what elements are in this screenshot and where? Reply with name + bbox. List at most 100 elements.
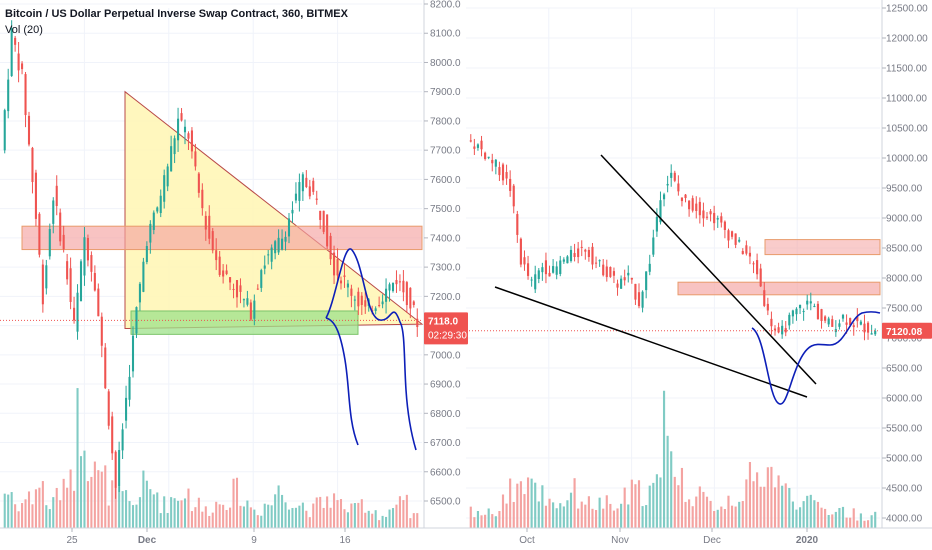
volume-bar xyxy=(326,496,329,528)
candle-body xyxy=(777,327,780,333)
candle-body xyxy=(673,172,676,181)
candle-body xyxy=(166,166,169,187)
candle-body xyxy=(183,126,187,133)
candle-body xyxy=(641,291,644,308)
candle-body xyxy=(484,152,487,159)
right-volume-bars xyxy=(469,390,877,528)
candle-body xyxy=(827,318,830,325)
candle-body xyxy=(666,183,669,186)
left-zones[interactable] xyxy=(21,90,424,335)
volume-bar xyxy=(806,495,809,528)
candle-body xyxy=(52,200,55,224)
volume-bar xyxy=(208,515,211,528)
volume-bar xyxy=(498,511,501,528)
volume-bar xyxy=(281,494,284,528)
candle-body xyxy=(856,316,859,322)
candle-body xyxy=(107,391,110,426)
candle-body xyxy=(756,260,759,275)
volume-bar xyxy=(159,513,162,528)
volume-bar xyxy=(594,510,598,528)
candle-body xyxy=(90,255,93,272)
volume-bar xyxy=(388,509,391,528)
volume-bar xyxy=(648,485,651,528)
right-candles xyxy=(469,134,877,341)
candle-body xyxy=(287,218,291,237)
resistance-zone[interactable] xyxy=(677,281,881,296)
candle-body xyxy=(114,451,117,488)
volume-bar xyxy=(305,510,308,528)
volume-bar xyxy=(197,497,200,528)
candle-body xyxy=(159,195,162,214)
candle-body xyxy=(86,237,89,261)
price-tick-label: 4000.00 xyxy=(886,514,923,525)
time-tick-label: Dec xyxy=(703,535,721,546)
volume-bar xyxy=(752,481,755,528)
candle-body xyxy=(512,185,515,207)
candle-body xyxy=(730,231,734,237)
volume-bar xyxy=(655,474,658,528)
candle-body xyxy=(69,268,72,302)
volume-bar xyxy=(232,478,235,528)
volume-bar xyxy=(544,505,548,528)
candle-body xyxy=(870,333,873,335)
volume-bar xyxy=(759,486,762,528)
volume-bar xyxy=(623,487,626,528)
volume-bar xyxy=(849,517,852,528)
volume-bar xyxy=(827,514,830,528)
projection-path-main[interactable] xyxy=(325,248,417,451)
volume-bar xyxy=(788,487,791,528)
volume-bar xyxy=(580,501,583,528)
volume-bar xyxy=(677,485,680,528)
candle-body xyxy=(662,194,666,200)
volume-bar xyxy=(555,508,558,528)
candle-body xyxy=(530,279,533,281)
candle-body xyxy=(315,198,318,200)
candle-body xyxy=(215,250,218,261)
volume-bar xyxy=(62,478,65,528)
volume-bar xyxy=(666,435,669,528)
volume-bar xyxy=(412,513,415,528)
volume-bar xyxy=(584,504,587,528)
candle-body xyxy=(305,177,308,188)
volume-bar xyxy=(566,500,569,528)
volume-bar xyxy=(114,487,117,528)
volume-bar xyxy=(21,503,24,528)
candle-body xyxy=(630,277,633,280)
price-badges: 7118.0 02:29:30 7120.08 xyxy=(424,312,932,345)
candle-body xyxy=(634,283,637,300)
volume-bar xyxy=(587,496,590,528)
volume-bar xyxy=(748,462,752,528)
time-axes[interactable]: 25 Dec 9 16 Oct Nov Dec 2020 xyxy=(66,528,819,546)
candle-body xyxy=(562,259,565,262)
projection-path-alt[interactable] xyxy=(325,317,359,446)
candle-body xyxy=(859,321,862,325)
upper-resistance-zone[interactable] xyxy=(764,239,881,256)
wedge-lower-line[interactable] xyxy=(494,286,808,398)
left-drawings[interactable] xyxy=(0,248,422,451)
resistance-zone[interactable] xyxy=(21,225,423,251)
price-axes[interactable]: 6500.06600.06700.06800.06900.07000.07100… xyxy=(0,0,932,529)
candle-body xyxy=(343,275,346,277)
volume-bar xyxy=(118,486,121,528)
candle-body xyxy=(763,290,766,306)
candle-body xyxy=(329,235,332,260)
projection-path[interactable] xyxy=(751,311,881,405)
volume-bar xyxy=(627,504,630,528)
price-tick-label: 6900.0 xyxy=(430,380,461,391)
volume-bar xyxy=(727,495,730,528)
volume-bar xyxy=(83,450,86,528)
volume-bar xyxy=(135,504,138,528)
support-zone[interactable] xyxy=(130,310,359,335)
candle-body xyxy=(616,283,619,288)
candle-body xyxy=(333,252,336,276)
candle-body xyxy=(569,249,573,262)
candle-body xyxy=(24,74,27,116)
volume-indicator-label[interactable]: Vol (20) xyxy=(5,24,43,36)
volume-bar xyxy=(409,518,412,528)
right-drawings[interactable] xyxy=(466,154,881,405)
candle-body xyxy=(748,252,752,257)
volume-bar xyxy=(745,479,748,528)
candle-body xyxy=(645,271,648,291)
candle-body xyxy=(263,265,266,269)
wedge-upper-line[interactable] xyxy=(600,154,817,385)
